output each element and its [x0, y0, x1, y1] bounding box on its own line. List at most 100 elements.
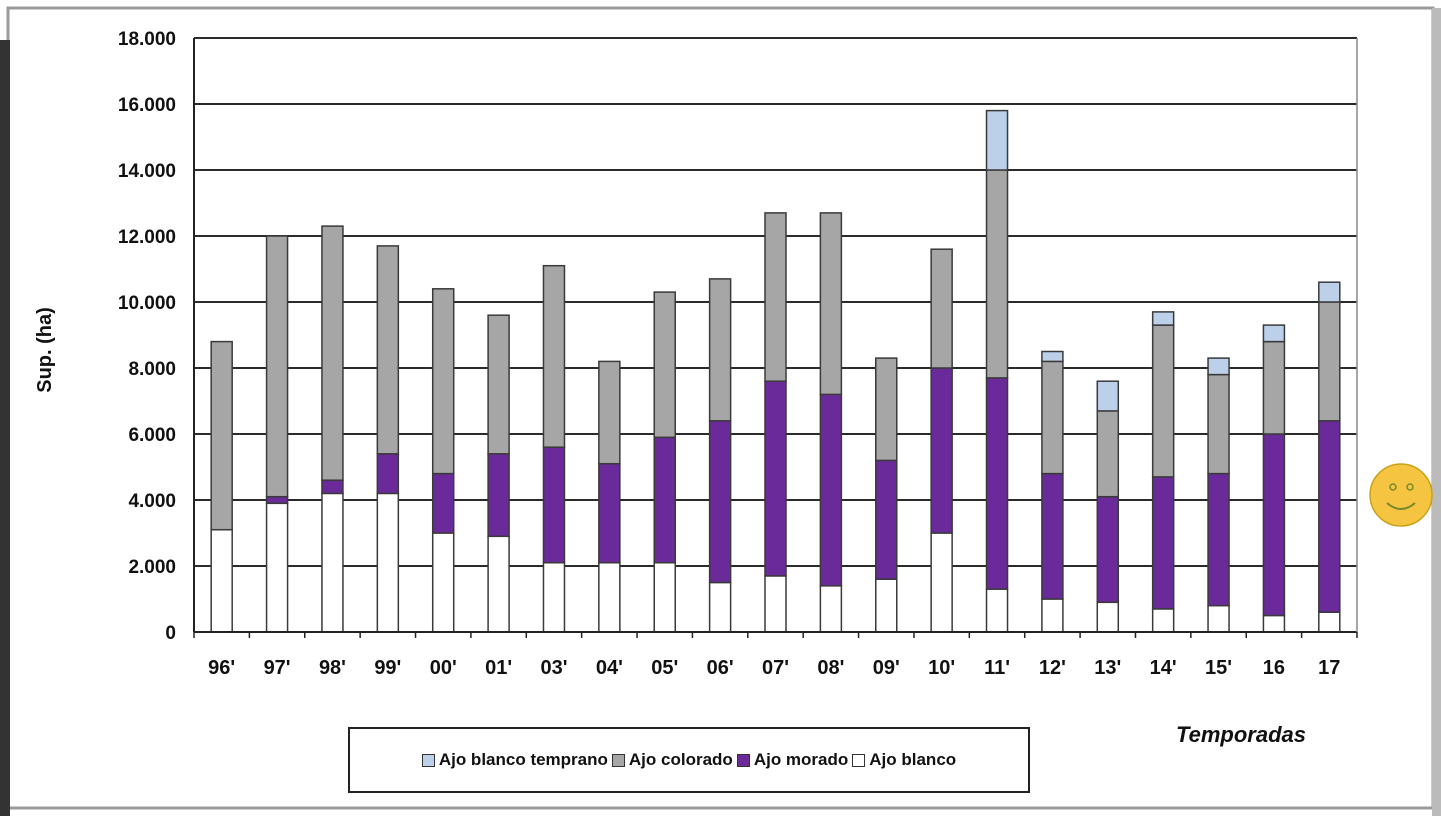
- bar-segment: [210, 340, 233, 531]
- bar-segment: [210, 528, 233, 633]
- bar-segment: [653, 291, 676, 439]
- legend-swatch: [421, 753, 435, 767]
- bar-segment: [985, 377, 1009, 590]
- bar-segment: [875, 357, 898, 462]
- x-tick-label: 97': [264, 657, 291, 679]
- bar-segment: [598, 360, 621, 465]
- bar-segment: [1096, 601, 1120, 633]
- bar-segment: [1207, 373, 1230, 475]
- bar-segment: [1318, 611, 1341, 633]
- bar-segment: [487, 314, 510, 455]
- x-tick-label: 15': [1205, 657, 1232, 679]
- x-tick-label: 07': [762, 657, 789, 679]
- bar-segment: [598, 462, 621, 564]
- legend-swatch: [611, 753, 625, 767]
- bar-segment: [875, 459, 898, 580]
- bar-segment: [376, 453, 400, 495]
- bar-segment: [265, 495, 289, 505]
- bar-segment: [1041, 598, 1064, 633]
- y-tick-label: 8.000: [128, 359, 176, 380]
- x-tick-label: 14': [1150, 657, 1177, 679]
- bar-segment: [321, 225, 344, 481]
- x-tick-label: 10': [928, 657, 955, 679]
- bar-segment: [542, 561, 566, 633]
- x-tick-label: 12': [1039, 657, 1066, 679]
- x-tick-label: 06': [707, 657, 734, 679]
- bar-segment: [542, 446, 566, 564]
- x-tick-label: 13': [1094, 657, 1121, 679]
- legend-item-ajo-colorado: Ajo colorado: [611, 750, 733, 770]
- bar-segment: [598, 561, 621, 633]
- bar-segment: [487, 535, 510, 633]
- bar-segment: [431, 472, 455, 534]
- bar-segment: [321, 492, 344, 633]
- bar-segment: [985, 109, 1009, 171]
- legend-swatch: [852, 753, 866, 767]
- bar-segment: [1096, 410, 1120, 498]
- bar-segment: [542, 264, 566, 448]
- x-tick-label: 17: [1318, 657, 1340, 679]
- x-tick-label: 11': [984, 657, 1010, 679]
- x-tick-label: 09': [873, 657, 900, 679]
- bar-segment: [708, 420, 732, 584]
- x-tick-label: 03': [540, 657, 567, 679]
- bar-segment: [985, 169, 1009, 379]
- bar-segment: [930, 367, 953, 534]
- bar-segment: [1207, 604, 1230, 633]
- bar-segment: [819, 585, 843, 633]
- bar-segment: [819, 212, 843, 396]
- bar-segment: [1151, 324, 1175, 478]
- x-tick-label: 99': [374, 657, 401, 679]
- bar-segment: [265, 502, 289, 633]
- bar-segment: [653, 561, 676, 633]
- bar-segment: [653, 436, 676, 564]
- bar-segment: [1151, 608, 1175, 633]
- bar-segment: [764, 380, 787, 577]
- y-tick-label: 6.000: [128, 425, 176, 446]
- x-tick-label: 05': [651, 657, 678, 679]
- bar-segment: [1262, 340, 1286, 435]
- y-tick-label: 0: [165, 623, 176, 644]
- legend-label: Ajo morado: [753, 750, 849, 769]
- x-tick-label: 00': [430, 657, 457, 679]
- bar-segment: [708, 581, 732, 633]
- legend-label: Ajo blanco: [869, 750, 957, 769]
- x-tick-label: 16: [1263, 657, 1285, 679]
- bar-segment: [930, 532, 953, 633]
- bar-segment: [1318, 281, 1341, 303]
- bar-segment: [321, 479, 344, 495]
- bar-segment: [1207, 357, 1230, 376]
- bar-segment: [930, 248, 953, 369]
- bar-segment: [1041, 360, 1064, 475]
- bar-segment: [487, 453, 510, 538]
- x-tick-label: 98': [319, 657, 346, 679]
- bar-segment: [1096, 495, 1120, 604]
- y-axis-title: Sup. (ha): [34, 307, 56, 393]
- y-tick-label: 2.000: [128, 557, 176, 578]
- bar-segment: [819, 393, 843, 587]
- bar-segment: [376, 245, 400, 455]
- legend-label: Ajo blanco temprano: [438, 750, 608, 769]
- y-tick-label: 4.000: [128, 491, 176, 512]
- legend-item-ajo-blanco: Ajo blanco: [852, 750, 956, 770]
- bar-segment: [1318, 420, 1341, 613]
- bar-segment: [431, 288, 455, 475]
- bar-segment: [1262, 433, 1286, 617]
- legend-item-ajo-morado: Ajo morado: [736, 750, 849, 770]
- bar-segment: [1207, 472, 1230, 607]
- bar-segment: [1262, 324, 1286, 343]
- bar-segment: [875, 578, 898, 633]
- x-tick-label: 01': [485, 657, 512, 679]
- legend: Ajo blanco temprano Ajo colorado Ajo mor…: [348, 727, 1030, 793]
- bar-segment: [708, 278, 732, 422]
- legend-item-ajo-blanco-temprano: Ajo blanco temprano: [421, 750, 608, 770]
- bar-segment: [764, 575, 787, 633]
- bar-segment: [1041, 472, 1064, 600]
- bar-segment: [1041, 350, 1064, 363]
- y-tick-label: 18.000: [118, 29, 176, 50]
- legend-label: Ajo colorado: [628, 750, 733, 769]
- bar-segment: [1151, 311, 1175, 326]
- bar-segment: [1262, 614, 1286, 633]
- bar-segment: [764, 212, 787, 382]
